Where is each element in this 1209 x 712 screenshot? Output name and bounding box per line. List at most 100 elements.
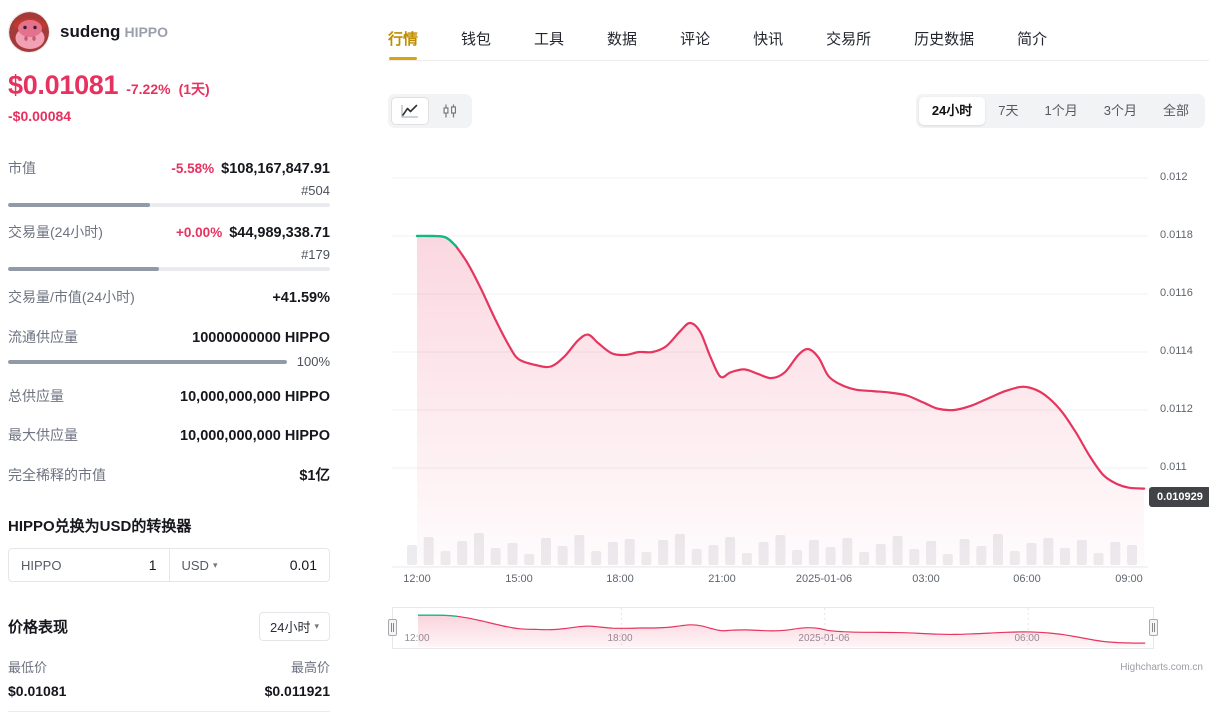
- coin-detail-page: sudeng HIPPO $0.01081 -7.22% (1天) -$0.000…: [8, 11, 1209, 712]
- volume-bar: [8, 267, 330, 271]
- x-axis-label: 21:00: [708, 573, 736, 585]
- tab-exchanges[interactable]: 交易所: [826, 30, 872, 48]
- current-price: $0.01081: [8, 70, 119, 100]
- tab-news[interactable]: 快讯: [753, 30, 784, 48]
- stat-value: 10,000,000,000 HIPPO: [180, 428, 330, 444]
- stat-label: 完全稀释的市值: [8, 467, 106, 483]
- x-axis-label: 15:00: [505, 573, 533, 585]
- stat-change: +0.00%: [176, 225, 223, 240]
- stat-label: 最大供应量: [8, 427, 78, 443]
- circulating-supply-bar: [8, 359, 287, 364]
- circulating-supply-bar-row: 100%: [8, 354, 330, 369]
- stat-label: 流通供应量: [8, 329, 78, 345]
- stat-value: $44,989,338.71: [229, 225, 330, 241]
- stat-value: $108,167,847.91: [221, 161, 330, 177]
- stat-label: 市值: [8, 160, 36, 176]
- coin-header: sudeng HIPPO: [8, 10, 330, 54]
- price-block: $0.01081 -7.22% (1天): [8, 70, 330, 101]
- converter-to: USD ▾: [168, 549, 330, 581]
- navigator-left-handle[interactable]: [388, 619, 397, 636]
- tab-history[interactable]: 历史数据: [914, 30, 975, 48]
- stat-max-supply: 最大供应量 10,000,000,000 HIPPO: [8, 425, 330, 445]
- stat-label: 交易量(24小时): [8, 224, 103, 240]
- stat-market-cap: 市值 -5.58% $108,167,847.91: [8, 158, 330, 178]
- x-axis-label: 06:00: [1013, 573, 1041, 585]
- stat-label: 总供应量: [8, 388, 64, 404]
- x-axis-label: 18:00: [606, 573, 634, 585]
- stat-label: 交易量/市值(24小时): [8, 289, 135, 305]
- stat-total-supply: 总供应量 10,000,000,000 HIPPO: [8, 386, 330, 406]
- stat-value: +41.59%: [272, 290, 330, 306]
- coin-symbol: HIPPO: [124, 24, 169, 40]
- candlestick-chart-icon: [443, 104, 457, 118]
- hippo-avatar-icon: [9, 12, 49, 52]
- navigator-right-handle[interactable]: [1149, 619, 1158, 636]
- price-change-abs: -$0.00084: [8, 108, 72, 124]
- candlestick-chart-button[interactable]: [431, 97, 469, 125]
- low-value: $0.01081: [8, 683, 67, 699]
- y-axis-label: 0.012: [1160, 171, 1188, 183]
- high-col: 最高价 $0.011921: [265, 657, 330, 699]
- stat-volume-mcap: 交易量/市值(24小时) +41.59%: [8, 287, 330, 307]
- last-price-tooltip: 0.010929: [1149, 487, 1209, 507]
- x-axis-label: 12:00: [403, 573, 431, 585]
- converter-from: HIPPO: [9, 549, 169, 581]
- y-axis-label: 0.0118: [1160, 229, 1193, 241]
- chevron-down-icon: ▾: [314, 621, 319, 631]
- high-value: $0.011921: [264, 683, 330, 699]
- range-1m[interactable]: 1个月: [1044, 103, 1078, 118]
- y-axis-label: 0.0112: [1160, 403, 1193, 415]
- x-axis-label: 09:00: [1115, 573, 1143, 585]
- converter-title: HIPPO兑换为USD的转换器: [8, 518, 192, 535]
- range-all[interactable]: 全部: [1162, 103, 1189, 118]
- stat-change: -5.58%: [171, 161, 215, 176]
- tab-wallet[interactable]: 钱包: [461, 30, 492, 48]
- stat-value: $1亿: [299, 468, 330, 484]
- y-axis-label: 0.0114: [1160, 345, 1193, 357]
- chart-navigator[interactable]: [388, 607, 1158, 649]
- converter-from-label: HIPPO: [21, 557, 62, 573]
- converter-from-input[interactable]: [86, 557, 157, 573]
- converter-currency-select[interactable]: USD ▾: [181, 557, 218, 573]
- converter: HIPPO USD▾: [8, 548, 330, 582]
- range-3m[interactable]: 3个月: [1103, 103, 1137, 118]
- x-axis-label: 2025-01-06: [795, 573, 853, 585]
- y-axis-label: 0.011: [1160, 461, 1187, 473]
- performance-period-select[interactable]: 24小时 ▾: [259, 612, 330, 641]
- price-change-period: (1天): [178, 81, 210, 97]
- line-chart-button[interactable]: [391, 97, 429, 125]
- market-cap-bar: [8, 203, 330, 207]
- volume-rank: #179: [301, 247, 330, 262]
- low-col: 最低价 $0.01081: [8, 657, 66, 699]
- market-cap-rank: #504: [301, 183, 330, 198]
- stat-value: 10000000000 HIPPO: [192, 330, 330, 346]
- range-7d[interactable]: 7天: [998, 103, 1019, 118]
- stat-fdv: 完全稀释的市值 $1亿: [8, 464, 330, 485]
- chevron-down-icon: ▾: [212, 559, 218, 570]
- range-24h[interactable]: 24小时: [918, 97, 986, 125]
- tab-about[interactable]: 简介: [1017, 30, 1048, 48]
- performance-header: 价格表现 24小时 ▾: [8, 612, 330, 641]
- price-change-pct: -7.22%: [126, 81, 171, 97]
- tab-comments[interactable]: 评论: [680, 30, 711, 48]
- navigator-chart: [418, 608, 1146, 648]
- converter-to-input[interactable]: [247, 557, 317, 573]
- sidebar: sudeng HIPPO $0.01081 -7.22% (1天) -$0.000…: [8, 10, 330, 712]
- price-chart[interactable]: [392, 148, 1162, 573]
- performance-title: 价格表现: [8, 619, 69, 636]
- circulating-supply-pct: 100%: [296, 354, 330, 369]
- time-range-selector: 24小时 7天 1个月 3个月 全部: [915, 94, 1205, 128]
- stat-volume: 交易量(24小时) +0.00% $44,989,338.71: [8, 222, 330, 242]
- stat-circulating-supply: 流通供应量 10000000000 HIPPO: [8, 327, 330, 347]
- coin-name: sudeng: [60, 22, 121, 41]
- main-tabs: 行情 钱包 工具 数据 评论 快讯 交易所 历史数据 简介: [388, 16, 1209, 61]
- high-label: 最高价: [290, 660, 330, 675]
- coin-title: sudeng HIPPO: [60, 22, 168, 42]
- line-chart-icon: [401, 104, 418, 118]
- low-high-block: 最低价 $0.01081 最高价 $0.011921: [8, 657, 330, 699]
- x-axis-label: 03:00: [912, 573, 940, 585]
- low-label: 最低价: [8, 660, 48, 675]
- tab-quotes[interactable]: 行情: [388, 16, 418, 60]
- tab-tools[interactable]: 工具: [534, 30, 565, 48]
- tab-data[interactable]: 数据: [607, 30, 638, 48]
